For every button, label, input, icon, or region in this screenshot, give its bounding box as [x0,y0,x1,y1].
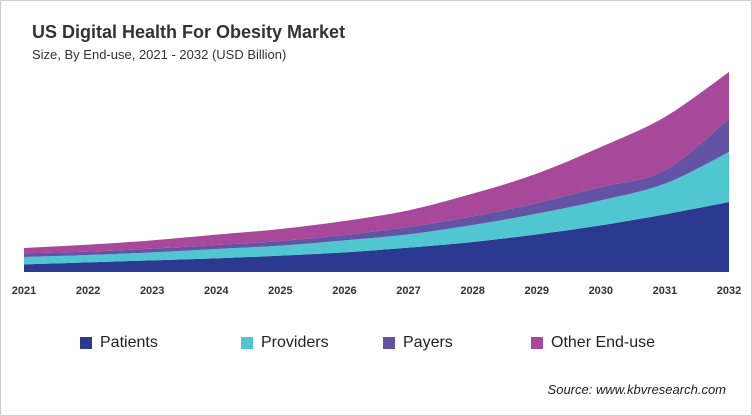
area-providers [24,152,729,265]
area-patients [24,202,729,272]
x-tick-label: 2026 [332,285,356,297]
legend-swatch [241,337,253,349]
x-tick-label: 2030 [589,285,613,297]
legend-item: Other End-use [531,334,655,352]
legend-swatch [531,337,543,349]
legend-label: Patients [100,334,158,351]
legend-item: Providers [241,334,329,352]
x-tick-label: 2023 [140,285,164,297]
x-tick-label: 2025 [268,285,292,297]
area-other-end-use [24,72,729,254]
stacked-area-chart: 2021 2022 2023 2024 2025 2026 2027 2028 2029 2030… [12,72,741,297]
legend-swatch [80,337,92,349]
x-tick-label: 2029 [524,285,548,297]
legend-item: Payers [383,334,453,352]
x-tick-label: 2021 [12,285,36,297]
legend-label: Providers [261,334,329,351]
legend-label: Payers [403,334,453,351]
x-tick-label: 2022 [76,285,100,297]
x-tick-label: 2028 [460,285,484,297]
x-tick-label: 2032 [717,285,741,297]
chart-title: US Digital Health For Obesity Market [32,22,346,42]
x-tick-label: 2031 [653,285,677,297]
chart-subtitle: Size, By End-use, 2021 - 2032 (USD Billi… [32,47,287,62]
legend-item: Patients [80,334,158,352]
legend-label: Other End-use [551,334,656,351]
legend-swatch [383,337,395,349]
x-tick-label: 2027 [396,285,420,297]
source-note: Source: www.kbvresearch.com [547,382,726,397]
x-tick-label: 2024 [204,285,229,297]
